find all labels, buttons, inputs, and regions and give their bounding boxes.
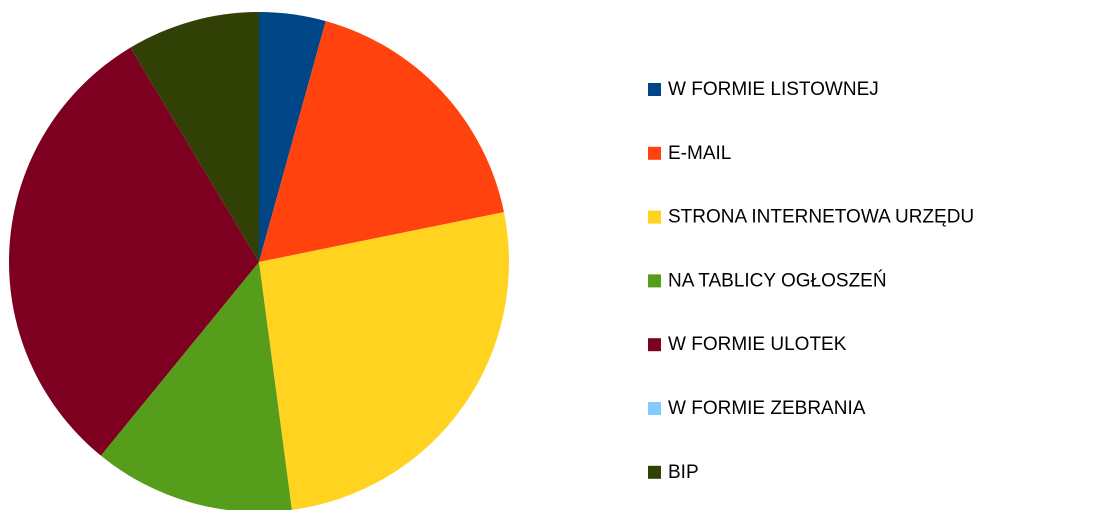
- legend-label: E-MAIL: [668, 143, 731, 164]
- pie-slice: [130, 12, 259, 262]
- legend-swatch: [648, 210, 661, 224]
- pie-slice: [100, 262, 292, 510]
- legend-swatch: [648, 146, 661, 160]
- legend-swatch: [648, 338, 661, 352]
- legend-label: W FORMIE ZEBRANIA: [668, 398, 866, 419]
- pie-slice: [8, 47, 260, 456]
- legend-swatch: [648, 465, 661, 479]
- legend-label: BIP: [668, 462, 699, 483]
- legend-label: W FORMIE LISTOWNEJ: [668, 79, 879, 100]
- legend-swatch: [648, 274, 661, 288]
- pie-slice: [259, 12, 326, 262]
- legend-label: STRONA INTERNETOWA URZĘDU: [668, 207, 974, 228]
- pie-slice: [259, 212, 510, 510]
- legend-label: W FORMIE ULOTEK: [668, 334, 847, 355]
- legend-swatch: [648, 402, 661, 415]
- legend-swatch: [648, 83, 661, 96]
- legend-label: NA TABLICY OGŁOSZEŃ: [668, 270, 887, 291]
- pie-slice: [259, 21, 504, 263]
